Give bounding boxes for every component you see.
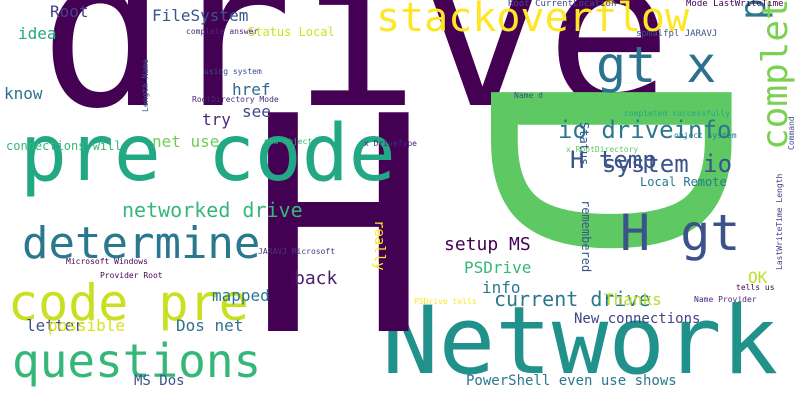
word-href: href <box>232 80 271 99</box>
word-rootdirectory-mode: RootDirectory Mode <box>192 95 279 104</box>
word-microsoft-windows: Microsoft Windows <box>66 257 148 266</box>
word-thanks: Thanks <box>604 290 662 309</box>
word-new-object: new object <box>264 137 313 146</box>
word-spmalfpl-jaravj: spmalfpl JARAVJ <box>636 29 718 39</box>
word-root: Root <box>50 2 89 21</box>
word-name-d: Name d <box>514 91 543 100</box>
word-root-currentlocation: Root CurrentLocation <box>508 0 617 9</box>
word-drive: drive <box>40 0 673 155</box>
word-ms-dos: MS Dos <box>134 373 185 389</box>
word-status-local: Status Local <box>248 25 335 39</box>
word-x-rootdirectory: x RootDirectory <box>566 145 639 154</box>
word-try: try <box>202 110 231 129</box>
word-see: see <box>242 102 271 121</box>
word-name-provider: Name Provider <box>694 295 757 304</box>
word-setup-ms: setup MS <box>444 234 531 255</box>
word-networked-drive: networked drive <box>122 198 303 222</box>
word-mode-lastwritetime: Mode LastWriteTime <box>686 0 784 9</box>
word-mapped: mapped <box>212 286 270 305</box>
word-powershell-even-use-shows: PowerShell even use shows <box>466 373 677 389</box>
word-provider-root: Provider Root <box>100 271 163 280</box>
word-pre-code: pre code <box>20 109 396 199</box>
word-x-drivetype: x DriveType <box>364 139 417 148</box>
word-psdrive-tells: PSDrive tells <box>414 297 477 306</box>
word-remembered: remembered <box>579 200 593 273</box>
word-really: really <box>371 220 387 271</box>
word-current-drive: current drive <box>494 287 651 311</box>
word-net-use: net use <box>152 132 220 151</box>
word-dos-net: Dos net <box>176 316 244 335</box>
word-determine: determine <box>22 218 261 269</box>
word-connections-will: connections will <box>6 139 122 153</box>
word-code-pre: code pre <box>8 274 249 332</box>
word-back: back <box>294 268 338 289</box>
word-know: know <box>4 84 43 103</box>
word-h-gt: H gt <box>620 204 741 262</box>
word-using-system: using system <box>204 67 262 76</box>
word-info: info <box>482 278 521 297</box>
word-object-system: object system <box>674 131 737 140</box>
word-give-us: give us <box>338 91 372 100</box>
word-lastwritetime-length: LastWriteTime Length <box>775 173 784 270</box>
word-tells-us: tells us <box>736 283 775 292</box>
word-completed-successfully: completed successfully <box>624 109 730 118</box>
word-complete-answer: complete answer <box>186 27 259 36</box>
word-system-io: system io <box>602 150 733 178</box>
word-letter: letter <box>26 316 84 335</box>
word-local-remote: Local Remote <box>640 175 727 189</box>
word-h-temp: H temp <box>570 146 657 174</box>
word-jaravj-microsoft: JARAVJ Microsoft <box>258 247 336 256</box>
word-gt-x: gt x <box>596 36 717 94</box>
word-status: Status <box>577 122 591 166</box>
word-network: Network <box>382 287 779 396</box>
word-new-connections: New connections <box>574 311 701 327</box>
word-filesystem: FileSystem <box>152 6 249 25</box>
word-command: Command <box>787 116 796 150</box>
word-io-driveinfo: io driveinfo <box>558 116 732 144</box>
word-length-name: Length Name <box>141 59 150 112</box>
word-possible: possible <box>48 316 126 335</box>
word-h-large: H <box>248 53 429 400</box>
word-idea: idea <box>18 24 57 43</box>
word-stackoverflow: stackoverflow <box>376 0 690 41</box>
word-ok: OK <box>748 268 768 287</box>
word-psdrive: PSDrive <box>464 258 532 277</box>
word-questions: questions <box>12 334 262 388</box>
